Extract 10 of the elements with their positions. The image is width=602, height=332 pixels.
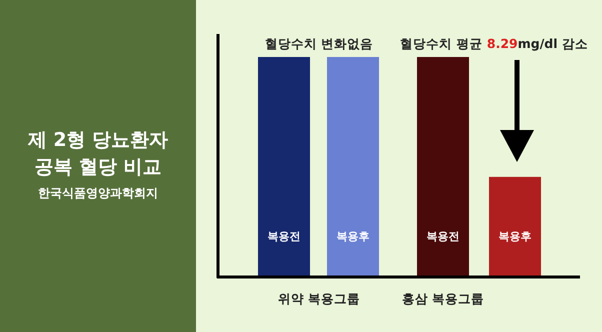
x-tick-label: 복용전 (268, 230, 300, 243)
text: 한국식품영양과학회지 (38, 186, 158, 200)
text: 혈당수치 변화없음 (264, 36, 374, 51)
x-tick-label: 복용후 (498, 230, 532, 243)
text: 혈당수치 평균 8.29mg/dl 감소 (400, 36, 588, 51)
text: 위약 복용그룹 (278, 291, 360, 306)
text: 홍삼 복용그룹 (402, 291, 484, 306)
x-tick-label: 복용후 (336, 230, 370, 243)
text: 제 2형 당뇨환자 공복 혈당 비교 (26, 129, 168, 178)
x-tick-label: 복용전 (426, 230, 460, 243)
